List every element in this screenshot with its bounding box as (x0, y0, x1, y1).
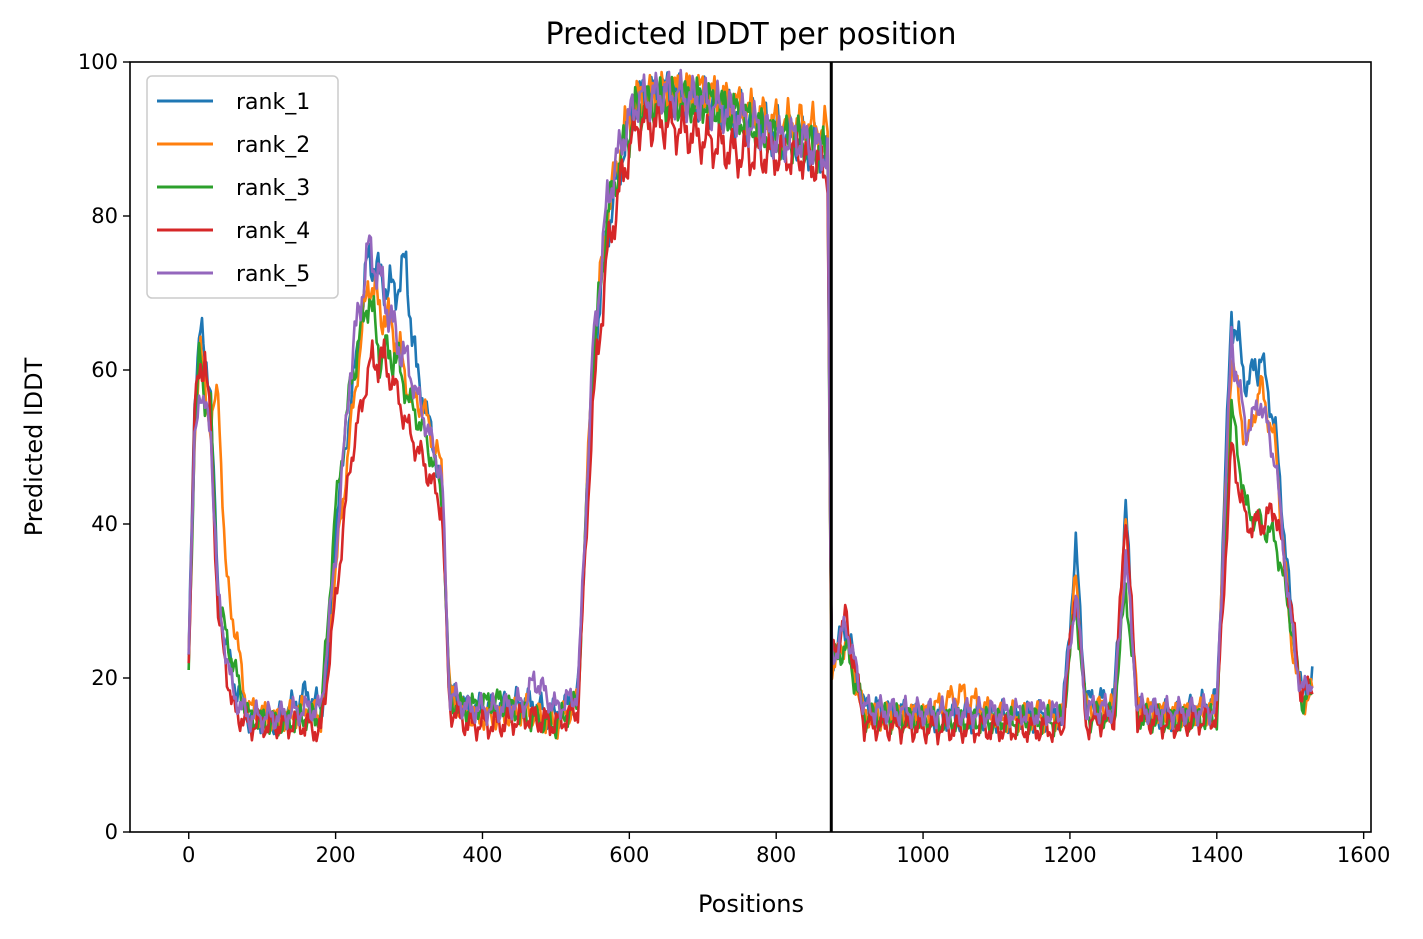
x-tick-label: 400 (462, 843, 502, 867)
series-layer (187, 68, 1314, 746)
x-axis: 0 200 400 600 800 1000 1200 1400 1600 (182, 832, 1390, 867)
series-line-rank_5 (187, 68, 1314, 734)
legend-box (146, 75, 339, 299)
legend-label: rank_1 (236, 90, 310, 115)
y-axis-label: Predicted lDDT (20, 357, 48, 536)
x-axis-label: Positions (698, 890, 804, 918)
x-tick-label: 600 (609, 843, 649, 867)
y-tick-label: 100 (78, 50, 118, 74)
legend-label: rank_4 (236, 219, 310, 244)
y-tick-label: 40 (91, 512, 118, 536)
y-tick-label: 80 (91, 204, 118, 228)
x-tick-label: 1400 (1190, 843, 1243, 867)
x-tick-label: 1000 (896, 843, 949, 867)
x-tick-label: 1200 (1043, 843, 1096, 867)
y-tick-label: 20 (91, 666, 118, 690)
plot-frame (129, 61, 1372, 833)
legend-label: rank_2 (236, 133, 310, 158)
x-tick-label: 200 (316, 843, 356, 867)
x-tick-label: 1600 (1337, 843, 1390, 867)
x-tick-label: 0 (182, 843, 195, 867)
chart-title: Predicted lDDT per position (546, 17, 957, 52)
y-axis: 0 20 40 60 80 100 (78, 50, 130, 844)
y-tick-label: 0 (105, 820, 118, 844)
legend-label: rank_5 (236, 262, 310, 287)
y-tick-label: 60 (91, 358, 118, 382)
legend: rank_1 rank_2 rank_3 rank_4 rank_5 (146, 75, 339, 299)
legend-label: rank_3 (236, 176, 310, 201)
x-tick-label: 800 (756, 843, 796, 867)
series-line-rank_4 (187, 96, 1314, 746)
